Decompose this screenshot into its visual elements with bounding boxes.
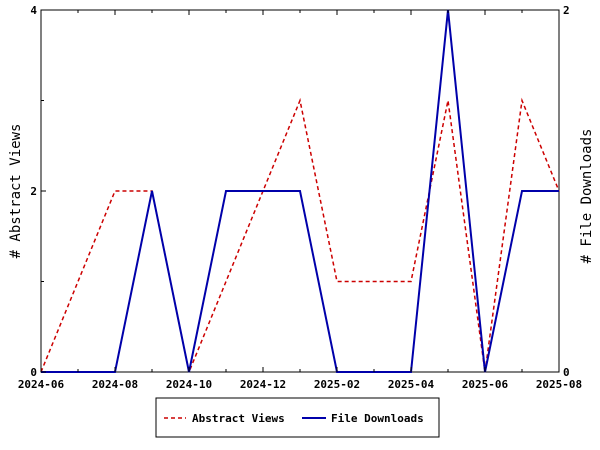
legend-label-abstract-views: Abstract Views — [192, 412, 285, 425]
legend-label-file-downloads: File Downloads — [331, 412, 424, 425]
series-layer — [40, 9, 560, 375]
y-tick-label: 4 — [30, 4, 37, 17]
y2-tick-label: 0 — [563, 366, 570, 379]
legend-box — [155, 397, 440, 438]
y-tick-label: 0 — [30, 366, 37, 379]
y-axis-title-left: # Abstract Views — [8, 124, 24, 259]
series-line-abstract-views — [40, 97, 560, 375]
x-tick-label: 2024-12 — [240, 378, 286, 391]
y-axis-left: 0 2 4 — [30, 4, 46, 379]
y-axis-right: 02 — [554, 4, 570, 379]
legend: Abstract Views File Downloads — [155, 397, 440, 438]
x-tick-label: 2024-10 — [166, 378, 212, 391]
x-tick-label: 2024-06 — [18, 378, 65, 391]
y-axis-title-right: # File Downloads — [579, 129, 595, 264]
x-tick-label: 2025-02 — [314, 378, 360, 391]
y-tick-label: 2 — [30, 185, 37, 198]
series-line-file-downloads — [41, 9, 559, 373]
x-tick-label: 2024-08 — [92, 378, 138, 391]
x-tick-label: 2025-06 — [462, 378, 509, 391]
x-axis: 2024-06 2024-08 2024-10 2024-12 2025-02 2025-… — [18, 10, 582, 391]
y2-tick-label: 2 — [563, 4, 570, 17]
x-tick-label: 2025-04 — [388, 378, 435, 391]
x-tick-label: 2025-08 — [536, 378, 582, 391]
